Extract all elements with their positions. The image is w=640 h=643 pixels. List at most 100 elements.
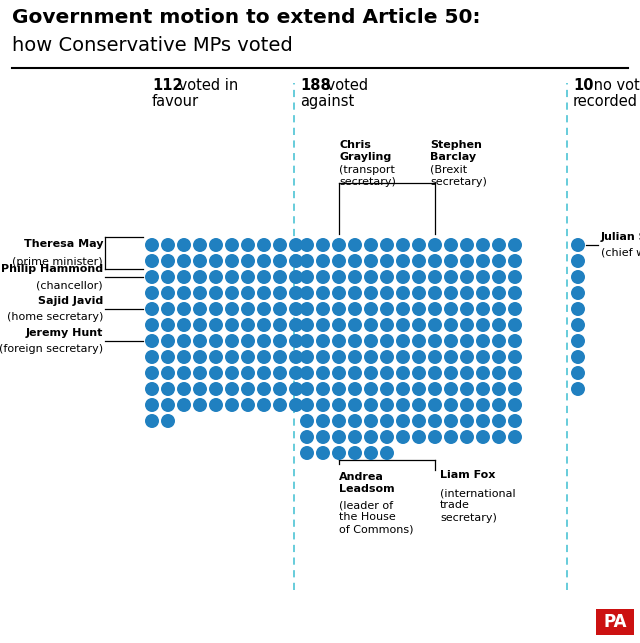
Circle shape: [241, 302, 255, 316]
Circle shape: [161, 382, 175, 396]
Circle shape: [241, 254, 255, 268]
Circle shape: [209, 334, 223, 348]
Text: (chief whip): (chief whip): [601, 248, 640, 258]
Circle shape: [177, 318, 191, 332]
Circle shape: [444, 334, 458, 348]
Circle shape: [508, 414, 522, 428]
Text: (transport
secretary): (transport secretary): [339, 165, 396, 187]
Circle shape: [508, 254, 522, 268]
Circle shape: [209, 302, 223, 316]
Circle shape: [348, 446, 362, 460]
Circle shape: [508, 270, 522, 284]
Circle shape: [316, 334, 330, 348]
Circle shape: [364, 366, 378, 380]
Circle shape: [460, 286, 474, 300]
Circle shape: [460, 238, 474, 252]
Circle shape: [225, 286, 239, 300]
Circle shape: [380, 270, 394, 284]
Circle shape: [332, 430, 346, 444]
Circle shape: [332, 302, 346, 316]
Circle shape: [444, 254, 458, 268]
Circle shape: [444, 414, 458, 428]
Circle shape: [508, 382, 522, 396]
Circle shape: [428, 302, 442, 316]
Circle shape: [193, 350, 207, 364]
Circle shape: [508, 318, 522, 332]
Circle shape: [492, 318, 506, 332]
Text: Stephen
Barclay: Stephen Barclay: [430, 140, 482, 163]
Text: recorded: recorded: [573, 94, 638, 109]
Circle shape: [300, 270, 314, 284]
Circle shape: [492, 334, 506, 348]
Circle shape: [225, 270, 239, 284]
Circle shape: [225, 398, 239, 412]
Circle shape: [316, 254, 330, 268]
Circle shape: [348, 382, 362, 396]
Circle shape: [428, 430, 442, 444]
Circle shape: [241, 238, 255, 252]
Circle shape: [289, 382, 303, 396]
Circle shape: [145, 302, 159, 316]
Circle shape: [428, 254, 442, 268]
Text: (international
trade
secretary): (international trade secretary): [440, 488, 516, 523]
Circle shape: [571, 270, 585, 284]
Circle shape: [460, 254, 474, 268]
Circle shape: [300, 334, 314, 348]
Circle shape: [289, 270, 303, 284]
Circle shape: [428, 382, 442, 396]
Circle shape: [177, 366, 191, 380]
Circle shape: [460, 398, 474, 412]
Circle shape: [209, 286, 223, 300]
Circle shape: [145, 334, 159, 348]
Circle shape: [225, 334, 239, 348]
Circle shape: [364, 302, 378, 316]
Circle shape: [161, 302, 175, 316]
Circle shape: [460, 366, 474, 380]
Circle shape: [145, 318, 159, 332]
Circle shape: [412, 414, 426, 428]
Circle shape: [332, 446, 346, 460]
Circle shape: [492, 238, 506, 252]
Circle shape: [476, 270, 490, 284]
Circle shape: [492, 302, 506, 316]
Circle shape: [348, 350, 362, 364]
Circle shape: [257, 366, 271, 380]
Circle shape: [396, 238, 410, 252]
Circle shape: [476, 430, 490, 444]
Circle shape: [241, 318, 255, 332]
Circle shape: [396, 334, 410, 348]
Text: Government motion to extend Article 50:: Government motion to extend Article 50:: [12, 8, 481, 27]
Circle shape: [145, 270, 159, 284]
Circle shape: [177, 302, 191, 316]
Circle shape: [332, 398, 346, 412]
Circle shape: [492, 366, 506, 380]
Circle shape: [289, 350, 303, 364]
Circle shape: [508, 430, 522, 444]
Text: Chris
Grayling: Chris Grayling: [339, 140, 391, 163]
Circle shape: [348, 334, 362, 348]
Circle shape: [193, 334, 207, 348]
Circle shape: [177, 350, 191, 364]
Circle shape: [348, 414, 362, 428]
Circle shape: [476, 366, 490, 380]
Circle shape: [380, 318, 394, 332]
Circle shape: [460, 270, 474, 284]
Circle shape: [161, 318, 175, 332]
Circle shape: [273, 238, 287, 252]
Text: how Conservative MPs voted: how Conservative MPs voted: [12, 36, 292, 55]
Circle shape: [316, 398, 330, 412]
Circle shape: [476, 302, 490, 316]
Circle shape: [145, 382, 159, 396]
Circle shape: [289, 366, 303, 380]
Circle shape: [396, 302, 410, 316]
Circle shape: [332, 334, 346, 348]
FancyBboxPatch shape: [596, 609, 634, 635]
Circle shape: [193, 318, 207, 332]
Circle shape: [348, 318, 362, 332]
Circle shape: [380, 398, 394, 412]
Circle shape: [300, 414, 314, 428]
Circle shape: [332, 238, 346, 252]
Text: (prime minister): (prime minister): [12, 257, 103, 267]
Circle shape: [412, 430, 426, 444]
Circle shape: [348, 238, 362, 252]
